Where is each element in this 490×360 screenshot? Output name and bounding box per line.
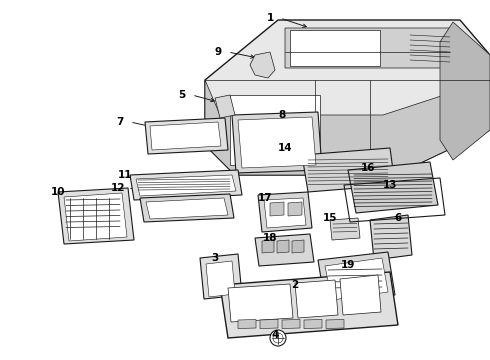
Text: 17: 17 xyxy=(258,193,272,203)
Polygon shape xyxy=(130,170,242,200)
Polygon shape xyxy=(370,215,412,260)
Text: 2: 2 xyxy=(292,280,298,290)
Text: 15: 15 xyxy=(323,213,337,223)
Polygon shape xyxy=(330,218,360,240)
Circle shape xyxy=(270,330,286,346)
Polygon shape xyxy=(206,261,235,297)
Text: 8: 8 xyxy=(278,110,286,120)
Text: 19: 19 xyxy=(341,260,355,270)
Polygon shape xyxy=(260,320,278,328)
Polygon shape xyxy=(285,28,483,68)
Text: 11: 11 xyxy=(118,170,132,180)
Text: 12: 12 xyxy=(111,183,125,193)
Polygon shape xyxy=(255,234,314,266)
Polygon shape xyxy=(258,192,312,232)
Polygon shape xyxy=(205,80,490,175)
Polygon shape xyxy=(228,284,293,322)
Polygon shape xyxy=(64,193,127,241)
Text: 16: 16 xyxy=(361,163,375,173)
Polygon shape xyxy=(140,194,234,222)
Polygon shape xyxy=(288,202,302,216)
Polygon shape xyxy=(282,320,300,328)
Polygon shape xyxy=(318,252,395,303)
Polygon shape xyxy=(440,22,490,160)
Polygon shape xyxy=(302,148,395,192)
Polygon shape xyxy=(238,117,316,168)
Text: 9: 9 xyxy=(215,47,221,57)
Text: 3: 3 xyxy=(211,253,219,263)
Polygon shape xyxy=(250,52,275,78)
Polygon shape xyxy=(270,202,284,216)
Polygon shape xyxy=(340,275,381,315)
Text: 6: 6 xyxy=(394,213,402,223)
Polygon shape xyxy=(290,30,380,66)
Polygon shape xyxy=(150,122,221,150)
Polygon shape xyxy=(304,320,322,328)
Text: 13: 13 xyxy=(383,180,397,190)
Polygon shape xyxy=(232,112,322,173)
Text: 14: 14 xyxy=(278,143,293,153)
Polygon shape xyxy=(146,198,228,219)
Polygon shape xyxy=(292,240,304,253)
Polygon shape xyxy=(262,240,274,253)
Polygon shape xyxy=(295,280,338,318)
Polygon shape xyxy=(215,95,235,118)
Text: 7: 7 xyxy=(116,117,123,127)
Polygon shape xyxy=(230,95,320,165)
Polygon shape xyxy=(238,320,256,328)
Polygon shape xyxy=(136,175,236,196)
Text: 4: 4 xyxy=(271,330,279,340)
Polygon shape xyxy=(220,272,398,338)
Text: 1: 1 xyxy=(267,13,273,23)
Polygon shape xyxy=(277,240,289,253)
Text: 10: 10 xyxy=(51,187,65,197)
Polygon shape xyxy=(326,320,344,328)
Text: 5: 5 xyxy=(178,90,186,100)
Polygon shape xyxy=(264,198,306,228)
Polygon shape xyxy=(200,254,242,299)
Polygon shape xyxy=(348,162,438,213)
Polygon shape xyxy=(205,20,490,175)
Polygon shape xyxy=(58,188,134,244)
Polygon shape xyxy=(325,258,388,300)
Text: 18: 18 xyxy=(263,233,277,243)
Polygon shape xyxy=(145,118,228,154)
